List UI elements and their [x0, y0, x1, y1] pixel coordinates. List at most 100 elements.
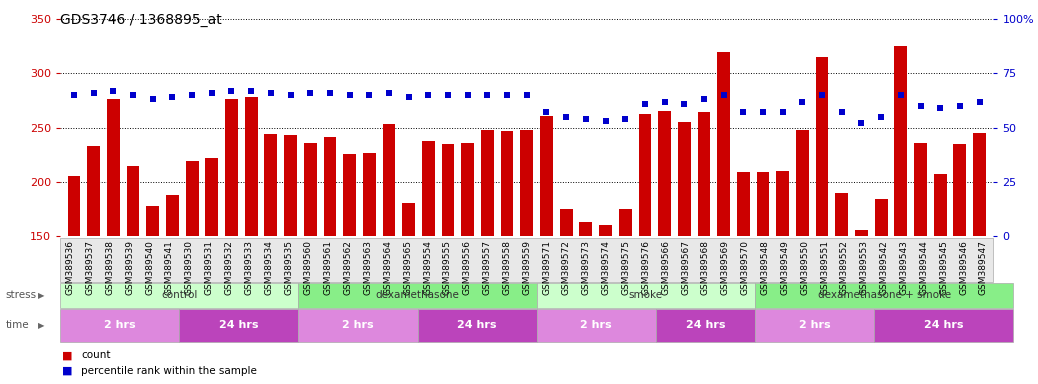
Text: GSM389558: GSM389558: [502, 240, 512, 295]
Text: GSM389563: GSM389563: [363, 240, 373, 295]
Bar: [245, 97, 257, 384]
Text: GSM389552: GSM389552: [840, 240, 849, 295]
Bar: [107, 99, 119, 384]
Bar: [559, 209, 573, 384]
Text: GSM389549: GSM389549: [781, 240, 789, 295]
Bar: [206, 158, 218, 384]
Text: GSM389554: GSM389554: [424, 240, 432, 295]
Bar: [698, 113, 710, 384]
Bar: [717, 52, 730, 384]
Point: [243, 88, 260, 94]
Bar: [441, 144, 455, 384]
Point: [420, 92, 437, 98]
Bar: [284, 135, 297, 384]
Bar: [166, 195, 179, 384]
Point: [794, 99, 811, 105]
Point: [834, 109, 850, 116]
Point: [656, 99, 673, 105]
Bar: [619, 209, 631, 384]
Point: [912, 103, 929, 109]
Bar: [796, 130, 809, 384]
Point: [519, 92, 536, 98]
Text: GSM389538: GSM389538: [105, 240, 114, 295]
Text: GSM389551: GSM389551: [820, 240, 829, 295]
Bar: [895, 46, 907, 384]
Text: GSM389546: GSM389546: [959, 240, 968, 295]
Text: time: time: [5, 320, 29, 331]
Text: GSM389571: GSM389571: [542, 240, 551, 295]
Point: [381, 90, 398, 96]
Point: [755, 109, 771, 116]
Point: [342, 92, 358, 98]
Text: GSM389556: GSM389556: [463, 240, 471, 295]
Bar: [403, 202, 415, 384]
Point: [440, 92, 457, 98]
Point: [972, 99, 988, 105]
Bar: [599, 225, 612, 384]
Point: [774, 109, 791, 116]
Text: GSM389557: GSM389557: [483, 240, 492, 295]
Bar: [914, 143, 927, 384]
Point: [814, 92, 830, 98]
Text: GSM389539: GSM389539: [126, 240, 134, 295]
Bar: [383, 124, 395, 384]
Bar: [855, 230, 868, 384]
Bar: [776, 171, 789, 384]
Text: GSM389576: GSM389576: [641, 240, 651, 295]
Text: GSM389567: GSM389567: [681, 240, 690, 295]
Text: GSM389553: GSM389553: [859, 240, 869, 295]
Text: GSM389544: GSM389544: [920, 240, 928, 295]
Bar: [954, 144, 966, 384]
Text: GSM389542: GSM389542: [879, 240, 889, 295]
Text: control: control: [161, 290, 197, 301]
Text: ■: ■: [62, 350, 73, 360]
Text: GSM389572: GSM389572: [562, 240, 571, 295]
Point: [164, 94, 181, 100]
Point: [65, 92, 82, 98]
Text: ■: ■: [62, 366, 73, 376]
Text: 2 hrs: 2 hrs: [580, 320, 612, 331]
Text: GSM389534: GSM389534: [265, 240, 273, 295]
Bar: [67, 177, 80, 384]
Point: [85, 90, 102, 96]
Point: [676, 101, 692, 107]
Text: GSM389550: GSM389550: [800, 240, 810, 295]
Text: 24 hrs: 24 hrs: [458, 320, 497, 331]
Bar: [186, 161, 198, 384]
Bar: [520, 130, 534, 384]
Text: 24 hrs: 24 hrs: [924, 320, 963, 331]
Text: 2 hrs: 2 hrs: [104, 320, 136, 331]
Point: [873, 114, 890, 120]
Text: GSM389560: GSM389560: [304, 240, 312, 295]
Text: GSM389566: GSM389566: [661, 240, 671, 295]
Text: GSM389536: GSM389536: [65, 240, 75, 295]
Bar: [265, 134, 277, 384]
Point: [853, 120, 870, 126]
Bar: [422, 141, 435, 384]
Text: GSM389562: GSM389562: [344, 240, 353, 295]
Bar: [87, 146, 100, 384]
Text: GSM389575: GSM389575: [622, 240, 630, 295]
Text: 2 hrs: 2 hrs: [343, 320, 374, 331]
Bar: [304, 143, 317, 384]
Point: [715, 92, 732, 98]
Text: GSM389545: GSM389545: [939, 240, 949, 295]
Text: GSM389574: GSM389574: [602, 240, 610, 295]
Bar: [836, 193, 848, 384]
Text: 24 hrs: 24 hrs: [219, 320, 258, 331]
Bar: [146, 206, 159, 384]
Point: [952, 103, 968, 109]
Point: [932, 105, 949, 111]
Point: [322, 90, 338, 96]
Point: [361, 92, 378, 98]
Point: [460, 92, 476, 98]
Text: GSM389535: GSM389535: [284, 240, 293, 295]
Bar: [481, 130, 494, 384]
Text: GSM389537: GSM389537: [85, 240, 94, 295]
Point: [144, 96, 161, 103]
Bar: [225, 99, 238, 384]
Text: GSM389532: GSM389532: [224, 240, 234, 295]
Text: GSM389555: GSM389555: [443, 240, 452, 295]
Text: stress: stress: [5, 290, 36, 301]
Bar: [461, 143, 474, 384]
